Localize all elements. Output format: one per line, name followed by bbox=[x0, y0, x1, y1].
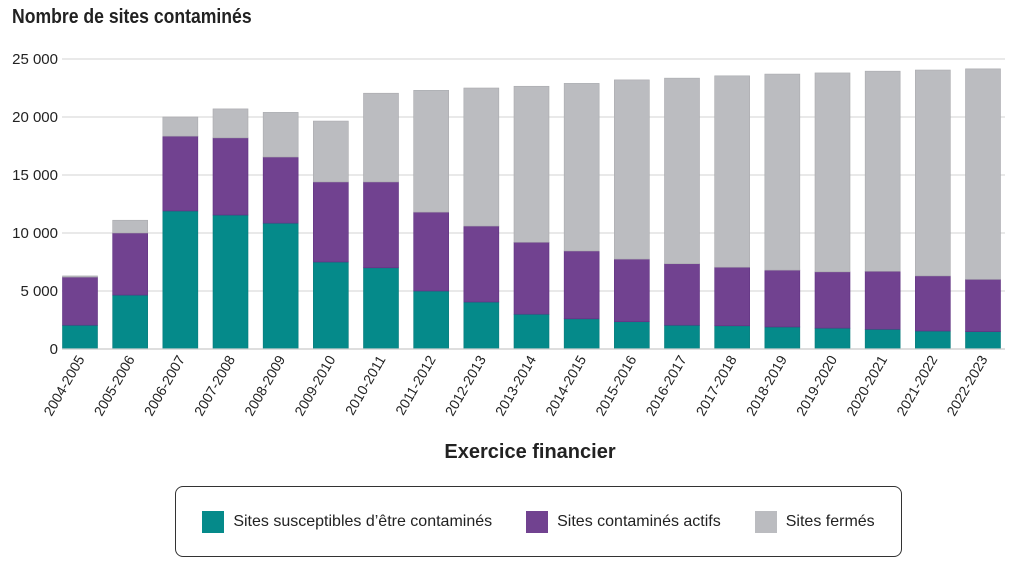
x-tick-label: 2019-2020 bbox=[793, 352, 840, 418]
bar-segment-closed bbox=[313, 120, 349, 183]
bar-segment-closed bbox=[62, 275, 98, 278]
x-tick-label: 2008-2009 bbox=[241, 352, 288, 418]
bar-segment-closed bbox=[814, 72, 851, 273]
bar-segment-suspected bbox=[413, 290, 449, 350]
bar-segment-active bbox=[363, 181, 399, 269]
legend: Sites susceptibles d’être contaminés Sit… bbox=[175, 486, 902, 557]
y-tick-label: 0 bbox=[50, 341, 58, 358]
x-tick-label: 2013-2014 bbox=[492, 352, 539, 418]
x-tick-label: 2005-2006 bbox=[90, 352, 137, 418]
bar-segment-active bbox=[112, 232, 148, 296]
bar-segment-closed bbox=[764, 73, 801, 271]
bar-segment-active bbox=[864, 270, 901, 330]
bar-segment-suspected bbox=[62, 324, 98, 350]
bar-segment-suspected bbox=[764, 326, 801, 350]
bar-segment-closed bbox=[413, 90, 449, 213]
bar-segment-active bbox=[513, 241, 550, 315]
x-tick-label: 2021-2022 bbox=[893, 352, 940, 418]
bar-segment-suspected bbox=[513, 313, 550, 350]
bar-segment-suspected bbox=[363, 267, 399, 350]
bar-segment-active bbox=[664, 263, 700, 326]
legend-label: Sites contaminés actifs bbox=[557, 512, 721, 530]
bar-segment-closed bbox=[212, 108, 249, 139]
x-tick-label: 2015-2016 bbox=[592, 352, 639, 418]
bar-segment-active bbox=[714, 266, 750, 327]
x-tick-label: 2006-2007 bbox=[141, 352, 188, 418]
bar-segment-closed bbox=[714, 75, 750, 268]
bar-segment-active bbox=[563, 250, 600, 320]
bar-segment-active bbox=[463, 225, 500, 303]
bar-segment-suspected bbox=[112, 294, 148, 350]
legend-swatch bbox=[754, 510, 777, 533]
x-tick-label: 2010-2011 bbox=[342, 352, 389, 417]
bar-segment-closed bbox=[664, 77, 700, 265]
bar-segment-active bbox=[413, 211, 449, 292]
bar-segment-closed bbox=[262, 112, 299, 158]
bar-segment-suspected bbox=[965, 331, 1001, 350]
bar-segment-closed bbox=[563, 83, 600, 252]
bar-segment-suspected bbox=[463, 301, 500, 350]
x-tick-label: 2011-2012 bbox=[392, 352, 439, 417]
bar-segment-suspected bbox=[864, 328, 901, 350]
legend-item-suspected: Sites susceptibles d’être contaminés bbox=[202, 510, 493, 533]
bar-segment-active bbox=[62, 276, 98, 326]
bar-segment-suspected bbox=[162, 210, 199, 350]
bar-segment-suspected bbox=[313, 261, 349, 350]
bar-segment-closed bbox=[614, 79, 650, 260]
x-tick-label: 2009-2010 bbox=[291, 352, 338, 418]
bar-segment-closed bbox=[162, 116, 199, 137]
bar-segment-active bbox=[262, 156, 299, 224]
bar-segment-suspected bbox=[212, 214, 249, 350]
x-tick-label: 2012-2013 bbox=[442, 352, 489, 418]
legend-item-active: Sites contaminés actifs bbox=[526, 510, 721, 533]
bar-segment-closed bbox=[363, 92, 399, 183]
y-tick-label: 15 000 bbox=[12, 167, 58, 184]
x-tick-label: 2020-2021 bbox=[843, 352, 890, 418]
bar-segment-suspected bbox=[262, 222, 299, 350]
legend-swatch bbox=[526, 510, 549, 533]
bar-segment-active bbox=[814, 271, 851, 329]
bar-segment-active bbox=[965, 279, 1001, 332]
bar-segment-active bbox=[764, 269, 801, 328]
bar-segment-suspected bbox=[714, 325, 750, 350]
chart-title: Nombre de sites contaminés bbox=[12, 6, 252, 28]
bar-segment-closed bbox=[965, 68, 1001, 280]
legend-label: Sites susceptibles d’être contaminés bbox=[233, 512, 493, 530]
bar-segment-suspected bbox=[563, 318, 600, 350]
bar-segment-active bbox=[212, 137, 249, 216]
bar-segment-suspected bbox=[814, 327, 851, 350]
bar-segment-closed bbox=[112, 219, 148, 234]
bar-segment-suspected bbox=[614, 321, 650, 350]
legend-label: Sites fermés bbox=[785, 512, 875, 530]
x-tick-label: 2017-2018 bbox=[692, 352, 739, 418]
bar-segment-active bbox=[614, 258, 650, 323]
y-tick-label: 5 000 bbox=[20, 283, 58, 300]
legend-swatch bbox=[202, 510, 225, 533]
bar-segment-suspected bbox=[664, 324, 700, 350]
bar-segment-active bbox=[915, 275, 951, 332]
x-tick-label: 2018-2019 bbox=[743, 352, 790, 418]
y-tick-label: 10 000 bbox=[12, 225, 58, 242]
bar-segment-active bbox=[313, 181, 349, 263]
bar-segment-closed bbox=[864, 70, 901, 272]
bar-segment-suspected bbox=[915, 330, 951, 350]
x-axis-title: Exercice financier bbox=[444, 441, 615, 463]
bar-segment-closed bbox=[915, 69, 951, 277]
y-tick-label: 25 000 bbox=[12, 51, 58, 68]
legend-item-closed: Sites fermés bbox=[754, 510, 875, 533]
x-tick-label: 2022-2023 bbox=[943, 352, 990, 418]
x-tick-label: 2004-2005 bbox=[40, 352, 87, 418]
y-tick-label: 20 000 bbox=[12, 109, 58, 126]
bar-segment-closed bbox=[463, 87, 500, 227]
x-tick-label: 2016-2017 bbox=[642, 352, 689, 418]
x-tick-label: 2014-2015 bbox=[542, 352, 589, 418]
bar-segment-closed bbox=[513, 85, 550, 243]
bar-segment-active bbox=[162, 135, 199, 212]
x-tick-label: 2007-2008 bbox=[191, 352, 238, 418]
